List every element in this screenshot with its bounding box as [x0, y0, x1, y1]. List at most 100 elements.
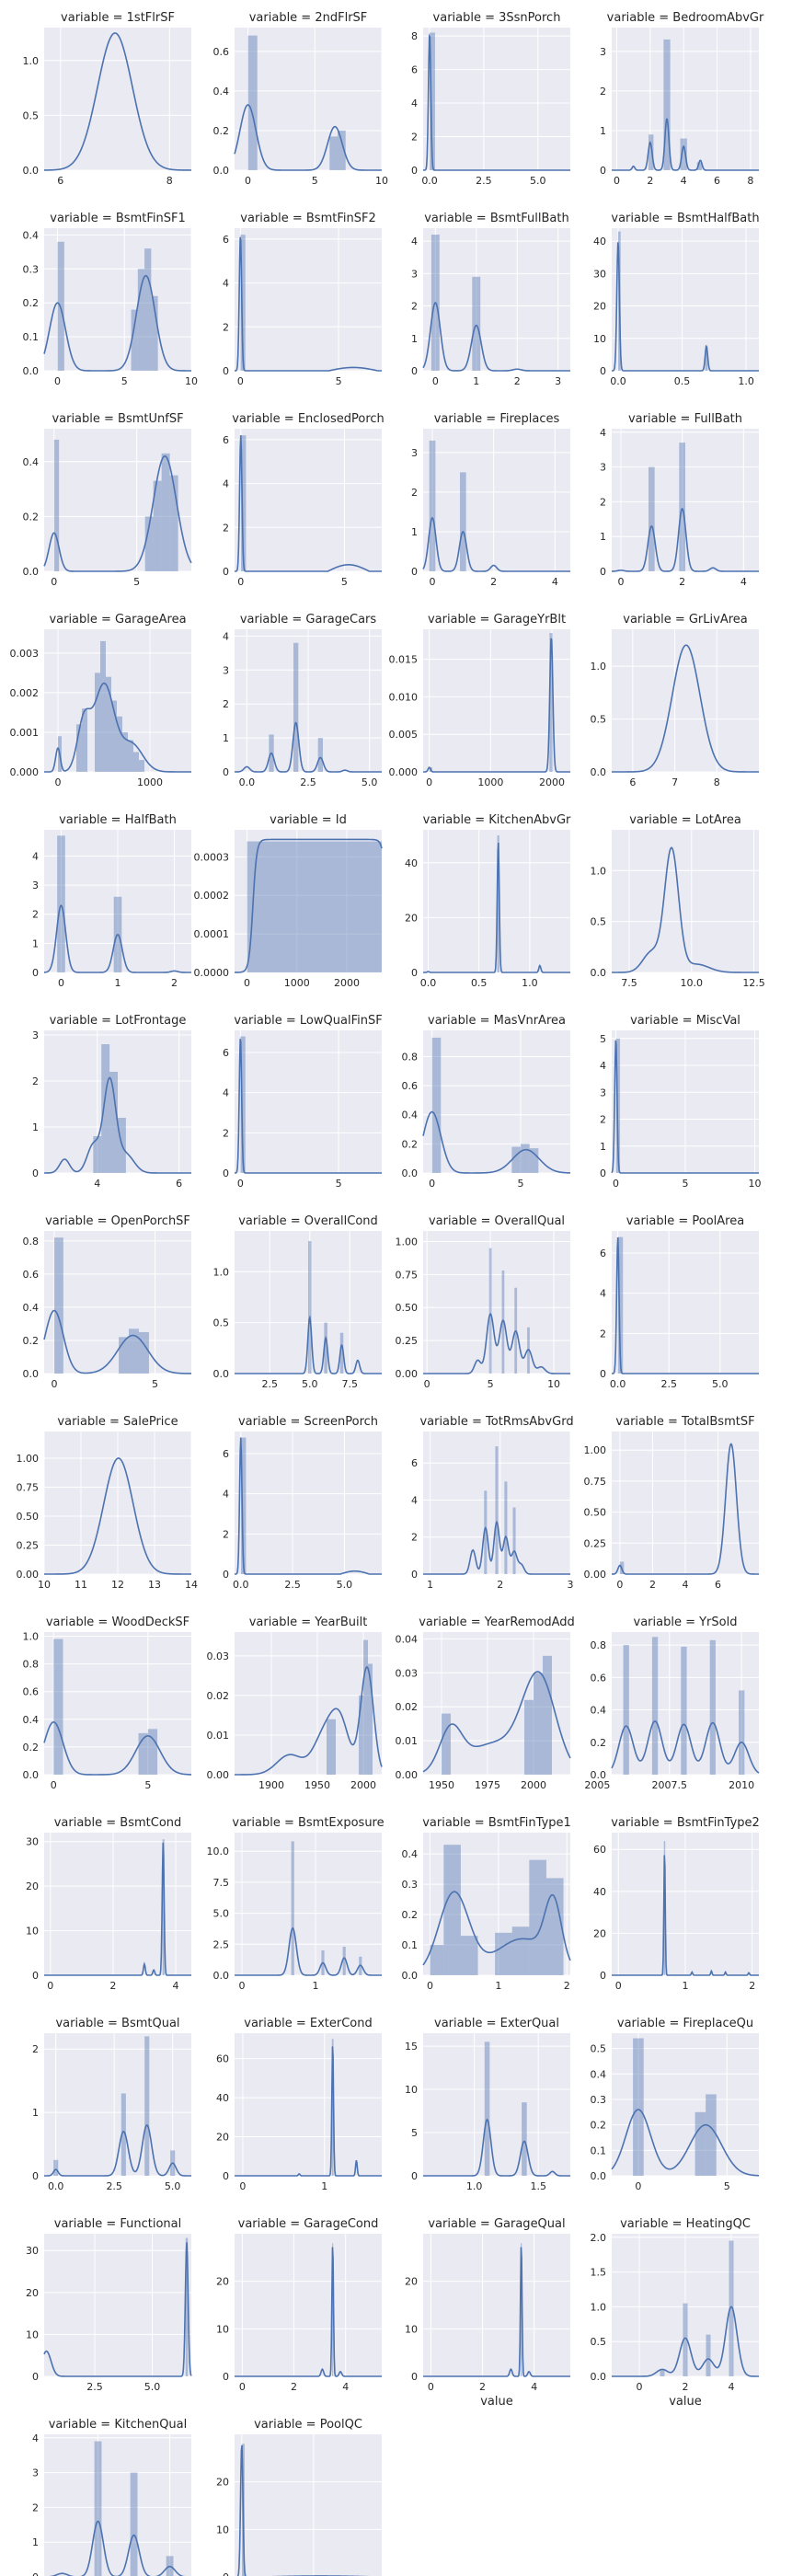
y-tick-label: 0.4: [23, 229, 40, 241]
y-tick-label: 4: [223, 478, 229, 490]
x-tick-label: 1950: [429, 1779, 454, 1791]
facet-4: variable = BsmtFinSF1 0 5 10 0.0 0.1 0.2 0.3 0.4: [23, 212, 199, 387]
kde-line: [234, 104, 382, 171]
y-tick-label: 0.00: [207, 1769, 230, 1781]
facet-title: variable = TotalBsmtSF: [615, 1415, 754, 1429]
y-tick-label: 0: [600, 1970, 606, 1982]
histogram-bar: [139, 760, 144, 772]
x-tick-label: 4: [683, 1579, 689, 1591]
plot-background: [235, 2234, 382, 2376]
y-tick-label: 0.0002: [194, 890, 230, 902]
histogram-bar: [430, 1945, 444, 1975]
y-tick-label: 0: [411, 165, 418, 177]
facet-48: variable = KitchenQual2401234value: [32, 2418, 191, 2576]
plot-background: [612, 228, 759, 371]
histogram-bar: [501, 1271, 505, 1374]
kde-line: [423, 1520, 570, 1575]
histogram-bar: [534, 1673, 543, 1775]
x-tick-label: 10: [547, 1378, 560, 1390]
y-tick-label: 0: [223, 566, 229, 578]
y-tick-label: 5: [411, 2127, 418, 2139]
plot-background: [423, 1632, 570, 1775]
x-tick-label: 1900: [258, 1779, 284, 1791]
facet-35: variable = YrSold 2005 2007.5 2010 0.0 0.2 0.4…: [584, 1616, 760, 1791]
y-tick-label: 0.0: [23, 566, 40, 578]
histogram-bar: [521, 1144, 530, 1173]
y-tick-label: 15: [405, 2041, 418, 2053]
y-tick-label: 1: [411, 526, 418, 538]
y-tick-label: 30: [26, 1836, 39, 1848]
y-tick-label: 1.0: [591, 2301, 607, 2313]
x-tick-label: 2: [514, 375, 521, 387]
x-tick-label: 10: [185, 375, 198, 387]
facet-47: variable = HeatingQC 0 2 4 0.0 0.5 1.0 1.5 2.0 va…: [591, 2217, 759, 2409]
x-tick-label: 0: [237, 375, 244, 387]
histogram-bar: [705, 345, 708, 371]
x-tick-label: 5.0: [362, 776, 378, 788]
facet-title: variable = BsmtUnfSF: [52, 412, 183, 426]
facet-0: variable = 1stFlrSF 6 8 0.0 0.5 1.0: [23, 11, 191, 187]
y-tick-label: 0.6: [23, 1269, 40, 1281]
y-tick-label: 30: [26, 2245, 39, 2257]
y-tick-label: 2: [223, 522, 229, 534]
histogram-bar: [511, 1146, 522, 1173]
kde-line: [423, 2247, 570, 2377]
kde-line: [612, 1236, 759, 1374]
histogram-bar: [169, 475, 178, 571]
y-tick-label: 1: [600, 125, 606, 137]
facet-15: variable = GrLivArea 6 7 8 0.0 0.5 1.0: [591, 613, 759, 788]
x-tick-label: 2000: [334, 977, 360, 989]
x-tick-label: 0: [637, 2381, 643, 2393]
y-tick-label: 0: [32, 2170, 39, 2182]
y-tick-label: 6: [411, 64, 418, 76]
x-tick-label: 1000: [284, 977, 310, 989]
x-tick-label: 1: [313, 1980, 319, 1992]
x-tick-label: 6: [629, 776, 636, 788]
y-tick-label: 3: [32, 2467, 39, 2479]
x-tick-label: 1: [115, 977, 121, 989]
histogram-bar: [147, 1729, 158, 1775]
facet-title: variable = SalePrice: [57, 1415, 178, 1429]
y-tick-label: 0.4: [591, 2068, 607, 2080]
y-tick-label: 10: [405, 2323, 418, 2335]
x-tick-label: 2000: [521, 1779, 546, 1791]
facet-title: variable = GarageCars: [240, 613, 377, 627]
y-tick-label: 0.000: [10, 766, 40, 778]
y-tick-label: 0.0: [213, 1970, 230, 1982]
facet-42: variable = ExterQual 1.0 1.5 0 5 10 15: [405, 2017, 570, 2192]
kde-line: [611, 2109, 760, 2177]
y-tick-label: 5.0: [213, 1908, 230, 1920]
facet-45: variable = GarageCond 0 2 4 0 10 20: [216, 2217, 382, 2393]
y-tick-label: 6: [223, 1047, 229, 1059]
facet-title: variable = ScreenPorch: [238, 1415, 378, 1429]
y-tick-label: 4: [223, 630, 229, 642]
facet-19: variable = LotArea 7.5 10.0 12.5 0.0 0.5 1.0: [591, 813, 765, 989]
kde-line: [611, 1040, 759, 1174]
x-tick-label: 0: [47, 1980, 53, 1992]
facet-44: variable = Functional 2.5 5.0 0 10 20 30: [26, 2217, 192, 2393]
x-tick-label: 0.0: [610, 375, 626, 387]
plot-background: [423, 2033, 570, 2176]
histogram-bar: [663, 39, 671, 170]
histogram-bar: [137, 269, 145, 371]
y-tick-label: 1.5: [591, 2267, 607, 2279]
histogram-bar: [504, 1481, 508, 1574]
y-tick-label: 0.0: [213, 165, 230, 177]
y-tick-label: 0.2: [23, 1335, 40, 1347]
x-tick-label: 1: [321, 2180, 327, 2192]
y-tick-label: 40: [216, 2092, 229, 2104]
plot-background: [235, 429, 382, 571]
histogram-bar: [324, 1322, 327, 1374]
y-tick-label: 0.00: [396, 1769, 419, 1781]
facet-3: variable = BedroomAbvGr 0 2 4 6 8 0 1 2 3: [600, 11, 764, 187]
histogram-bar: [495, 1932, 512, 1975]
plot-background: [235, 2434, 382, 2576]
x-tick-label: 2.5: [262, 1378, 279, 1390]
histogram-bar: [308, 1241, 312, 1374]
y-tick-label: 3: [600, 462, 606, 474]
y-tick-label: 1.0: [213, 1266, 230, 1278]
histogram-bar: [431, 1037, 442, 1173]
histogram-bar: [683, 2303, 688, 2376]
facet-title: variable = YearBuilt: [249, 1616, 368, 1629]
